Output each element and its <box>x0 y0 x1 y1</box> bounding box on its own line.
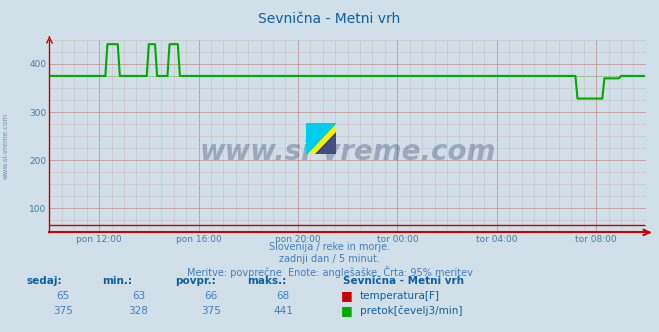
Text: 68: 68 <box>277 291 290 301</box>
Text: 375: 375 <box>201 306 221 316</box>
Text: Slovenija / reke in morje.: Slovenija / reke in morje. <box>269 242 390 252</box>
Text: 63: 63 <box>132 291 145 301</box>
Text: povpr.:: povpr.: <box>175 276 215 286</box>
Text: min.:: min.: <box>102 276 132 286</box>
Text: 66: 66 <box>204 291 217 301</box>
Polygon shape <box>316 132 336 154</box>
Polygon shape <box>306 123 336 154</box>
Text: 328: 328 <box>129 306 148 316</box>
Text: Sevnična - Metni vrh: Sevnična - Metni vrh <box>258 12 401 26</box>
Text: www.si-vreme.com: www.si-vreme.com <box>200 137 496 166</box>
Text: zadnji dan / 5 minut.: zadnji dan / 5 minut. <box>279 254 380 264</box>
Text: temperatura[F]: temperatura[F] <box>360 291 440 301</box>
Text: sedaj:: sedaj: <box>26 276 62 286</box>
Text: 441: 441 <box>273 306 293 316</box>
Text: 375: 375 <box>53 306 72 316</box>
Text: ■: ■ <box>341 290 353 302</box>
Text: Meritve: povprečne  Enote: anglešaške  Črta: 95% meritev: Meritve: povprečne Enote: anglešaške Črt… <box>186 266 473 278</box>
Text: ■: ■ <box>341 304 353 317</box>
Polygon shape <box>306 123 336 154</box>
Text: 65: 65 <box>56 291 69 301</box>
Text: Sevnična - Metni vrh: Sevnična - Metni vrh <box>343 276 464 286</box>
Text: www.si-vreme.com: www.si-vreme.com <box>2 113 9 179</box>
Text: maks.:: maks.: <box>247 276 287 286</box>
Text: pretok[čevelj3/min]: pretok[čevelj3/min] <box>360 305 463 316</box>
